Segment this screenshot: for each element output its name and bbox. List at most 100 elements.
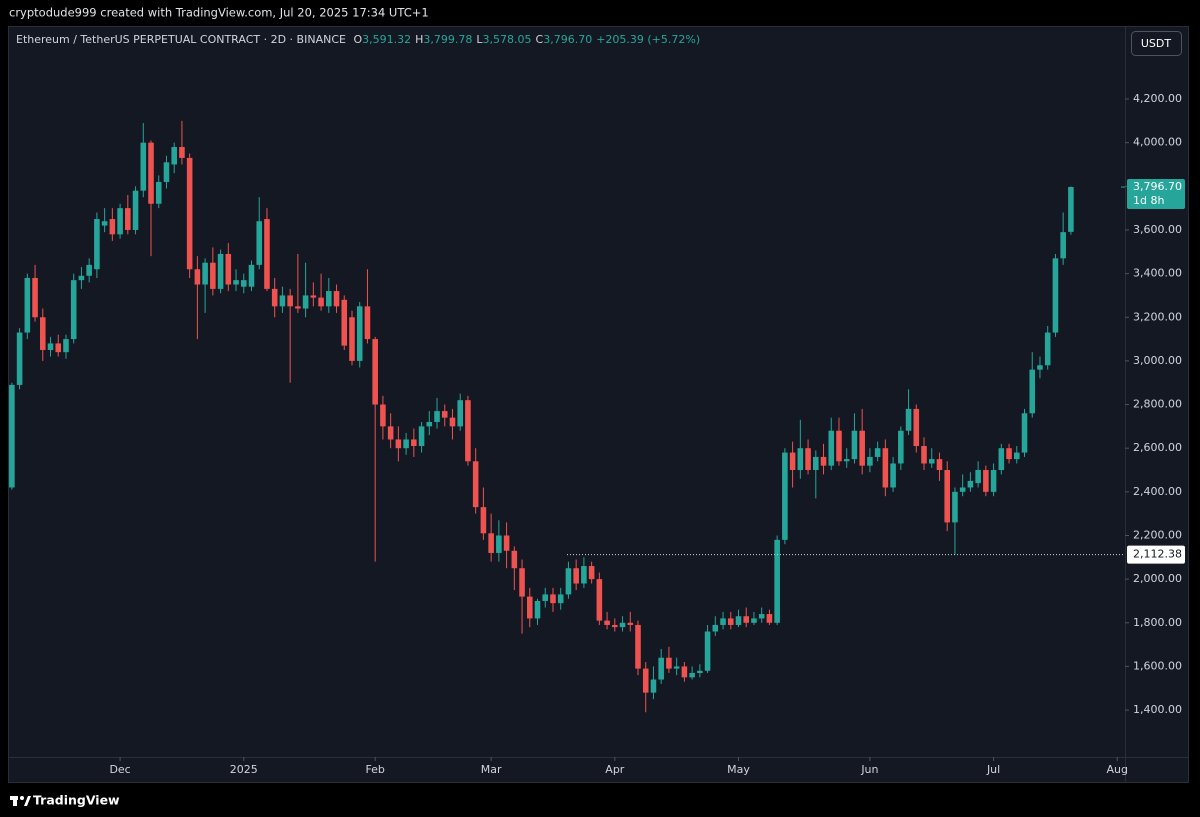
candle-body bbox=[612, 624, 618, 628]
candle-body bbox=[109, 219, 116, 235]
y-tick-label: 1,400.00 bbox=[1133, 703, 1182, 716]
candle-body bbox=[697, 670, 703, 673]
candle-body bbox=[465, 400, 471, 462]
candle-body bbox=[225, 253, 232, 285]
candle-body bbox=[271, 288, 278, 307]
candle-body bbox=[356, 306, 363, 361]
symbol: Ethereum / TetherUS PERPETUAL CONTRACT ·… bbox=[16, 33, 346, 46]
candle-body bbox=[1037, 365, 1043, 370]
candle-body bbox=[457, 400, 463, 427]
candle-body bbox=[295, 306, 301, 309]
y-tick-label: 2,400.00 bbox=[1133, 485, 1182, 498]
candle-body bbox=[488, 533, 494, 553]
candle-body bbox=[874, 448, 881, 457]
candle-body bbox=[751, 618, 757, 623]
candle-body bbox=[828, 430, 835, 466]
candle-body bbox=[905, 408, 912, 431]
candle-body bbox=[264, 219, 270, 289]
candle-body bbox=[387, 426, 394, 440]
candle-body bbox=[720, 618, 726, 625]
candle-body bbox=[573, 568, 579, 584]
candle-body bbox=[859, 430, 865, 466]
candle-body bbox=[132, 190, 139, 230]
candle-body bbox=[426, 422, 433, 427]
candle-body bbox=[650, 679, 657, 693]
candle-body bbox=[666, 657, 672, 669]
candle-body bbox=[967, 480, 974, 488]
plot bbox=[9, 120, 1074, 713]
y-tick-label: 1,800.00 bbox=[1133, 616, 1182, 629]
candle-body bbox=[789, 452, 796, 471]
candle-body bbox=[681, 666, 688, 678]
candle-body bbox=[202, 262, 208, 285]
candle-body bbox=[372, 339, 378, 405]
candle-body bbox=[712, 624, 719, 632]
candle-body bbox=[557, 594, 564, 604]
brand: TradingView bbox=[10, 793, 120, 808]
legend-key: O bbox=[353, 33, 362, 46]
candle-body bbox=[94, 219, 100, 270]
x-tick-label: Jul bbox=[986, 763, 1000, 776]
candle-body bbox=[959, 487, 966, 492]
candle-body bbox=[673, 666, 680, 669]
currency-box[interactable] bbox=[1131, 31, 1182, 56]
x-tick-label: Dec bbox=[109, 763, 130, 776]
candle-body bbox=[774, 539, 780, 623]
x-tick-label: 2025 bbox=[230, 763, 258, 776]
candle-body bbox=[140, 142, 147, 191]
x-tick-label: Mar bbox=[481, 763, 502, 776]
candle-body bbox=[256, 221, 263, 265]
candle-body bbox=[890, 463, 896, 488]
logo-dot bbox=[20, 796, 24, 800]
candle-body bbox=[836, 430, 842, 462]
y-tick-label: 2,600.00 bbox=[1133, 441, 1182, 454]
x-tick-label: Aug bbox=[1107, 763, 1128, 776]
candle-body bbox=[496, 535, 502, 553]
y-tick-label: 4,000.00 bbox=[1133, 136, 1182, 149]
candle-body bbox=[975, 470, 981, 484]
candle-body bbox=[867, 456, 873, 466]
candle-body bbox=[921, 446, 927, 464]
candle-body bbox=[364, 306, 371, 340]
candle-body bbox=[125, 208, 131, 230]
y-tick-label: 3,200.00 bbox=[1133, 310, 1182, 323]
candle-body bbox=[449, 417, 456, 427]
candle-body bbox=[635, 624, 641, 669]
candle-body bbox=[952, 491, 958, 523]
candle-body bbox=[689, 672, 695, 678]
candle-body bbox=[813, 456, 819, 471]
level-label: 2,112.38 bbox=[1133, 548, 1182, 561]
currency[interactable]: USDT bbox=[1141, 37, 1172, 50]
y-tick-label: 3,400.00 bbox=[1133, 267, 1182, 280]
candle-body bbox=[341, 299, 348, 346]
candle-body bbox=[797, 448, 804, 471]
candle-body bbox=[581, 566, 587, 584]
candle-body bbox=[279, 295, 286, 307]
candle-body bbox=[217, 253, 224, 289]
legend-key: C bbox=[536, 33, 544, 46]
candle-body bbox=[619, 622, 626, 628]
legend-change: +205.39 (+5.72%) bbox=[596, 33, 700, 46]
candle-body bbox=[627, 622, 634, 625]
candle-body bbox=[55, 343, 62, 353]
legend-value: 3,578.05 bbox=[483, 33, 532, 46]
candle-body bbox=[843, 459, 850, 462]
candle-body bbox=[503, 535, 510, 551]
level-label-box bbox=[1127, 545, 1185, 564]
candle-body bbox=[727, 618, 734, 625]
candle-body bbox=[735, 616, 742, 625]
y-tick-label: 3,000.00 bbox=[1133, 354, 1182, 367]
candle-body bbox=[418, 426, 425, 447]
credit: cryptodude999 created with TradingView.c… bbox=[9, 6, 429, 20]
candle-body bbox=[78, 275, 85, 281]
candle-body bbox=[658, 657, 664, 680]
candle-body bbox=[519, 568, 525, 597]
candle-body bbox=[472, 461, 479, 508]
legend-value: 3,796.70 bbox=[543, 33, 592, 46]
candle-body bbox=[326, 291, 332, 307]
candle-body bbox=[805, 448, 811, 471]
candle-body bbox=[766, 614, 773, 623]
candle-body bbox=[32, 277, 38, 318]
candle-body bbox=[1006, 448, 1012, 460]
